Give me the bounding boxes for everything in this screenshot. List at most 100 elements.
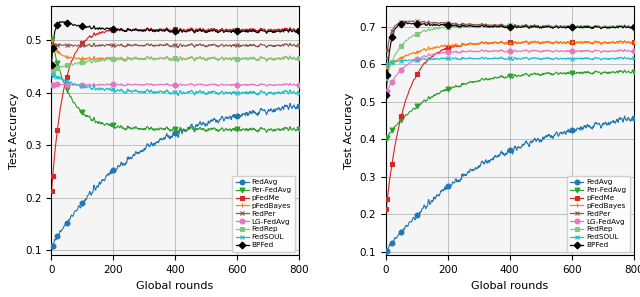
Per-FedAvg [447, 87, 455, 90]
FedPer [293, 44, 301, 47]
FedRep [81, 60, 89, 64]
pFedBayes [204, 56, 212, 59]
FedPer [84, 43, 92, 47]
FedPer [447, 22, 455, 26]
FedAvg [383, 250, 390, 254]
FedAvg [161, 138, 168, 141]
FedAvg [539, 135, 547, 139]
FedRep [495, 25, 502, 28]
Per-FedAvg [84, 114, 92, 118]
FedRep [628, 25, 636, 29]
Line: Per-FedAvg: Per-FedAvg [386, 70, 634, 139]
FedRep [161, 57, 168, 61]
FedAvg [628, 117, 636, 121]
Per-FedAvg [205, 127, 212, 131]
Per-FedAvg [295, 127, 303, 131]
pFedMe [495, 41, 502, 44]
Line: FedRep: FedRep [51, 56, 299, 72]
Y-axis label: Test Accuracy: Test Accuracy [344, 92, 354, 169]
Line: FedSOUL: FedSOUL [51, 74, 299, 96]
Line: pFedBayes: pFedBayes [386, 40, 634, 68]
Per-FedAvg [293, 128, 301, 131]
LG-FedAvg [630, 49, 637, 53]
Line: pFedMe: pFedMe [51, 28, 299, 195]
Line: pFedBayes: pFedBayes [51, 40, 299, 61]
X-axis label: Global rounds: Global rounds [471, 281, 548, 291]
FedPer [419, 20, 426, 23]
FedRep [113, 58, 121, 62]
Line: FedPer: FedPer [386, 21, 634, 60]
pFedBayes [539, 40, 547, 44]
pFedMe [418, 64, 426, 68]
Line: FedAvg: FedAvg [51, 103, 299, 248]
Line: LG-FedAvg: LG-FedAvg [386, 50, 634, 94]
Per-FedAvg [81, 113, 89, 116]
FedSOUL [47, 72, 55, 76]
FedRep [204, 56, 212, 59]
Per-FedAvg [415, 103, 423, 107]
LG-FedAvg [418, 55, 426, 59]
pFedMe [81, 40, 88, 43]
FedAvg [204, 119, 212, 123]
FedPer [630, 25, 637, 28]
Legend: FedAvg, Per-FedAvg, pFedMe, pFedBayes, FedPer, LG-FedAvg, FedRep, FedSOUL, BPFed: FedAvg, Per-FedAvg, pFedMe, pFedBayes, F… [567, 176, 630, 252]
BPFed [295, 29, 303, 33]
pFedBayes [383, 66, 390, 70]
Line: FedAvg: FedAvg [386, 116, 634, 252]
BPFed [401, 21, 409, 24]
Line: pFedMe: pFedMe [386, 41, 634, 212]
pFedBayes [621, 39, 628, 42]
pFedBayes [628, 41, 636, 44]
pFedMe [628, 41, 636, 45]
Line: Per-FedAvg: Per-FedAvg [51, 39, 299, 132]
Line: LG-FedAvg: LG-FedAvg [51, 83, 299, 86]
LG-FedAvg [293, 83, 301, 86]
FedRep [47, 70, 55, 73]
FedPer [90, 42, 98, 45]
FedPer [295, 43, 303, 47]
FedRep [539, 25, 547, 29]
FedAvg [293, 105, 301, 108]
Legend: FedAvg, Per-FedAvg, pFedMe, pFedBayes, FedPer, LG-FedAvg, FedRep, FedSOUL, BPFed: FedAvg, Per-FedAvg, pFedMe, pFedBayes, F… [232, 176, 296, 252]
FedRep [415, 31, 423, 35]
LG-FedAvg [628, 50, 636, 53]
FedSOUL [416, 58, 424, 61]
FedRep [293, 57, 301, 60]
LG-FedAvg [161, 83, 168, 87]
LG-FedAvg [90, 82, 98, 85]
pFedMe [84, 36, 92, 40]
Per-FedAvg [174, 131, 182, 134]
X-axis label: Global rounds: Global rounds [136, 281, 214, 291]
Line: BPFed: BPFed [51, 22, 299, 72]
BPFed [81, 25, 89, 29]
FedSOUL [262, 94, 270, 97]
FedPer [205, 43, 212, 47]
pFedMe [630, 40, 637, 44]
LG-FedAvg [113, 83, 121, 87]
FedRep [295, 57, 303, 60]
FedSOUL [419, 57, 426, 61]
pFedBayes [84, 56, 92, 60]
LG-FedAvg [621, 48, 628, 51]
BPFed [113, 28, 121, 32]
pFedBayes [416, 49, 424, 53]
FedSOUL [204, 90, 212, 93]
pFedBayes [495, 42, 502, 45]
FedPer [410, 19, 417, 23]
pFedMe [295, 28, 303, 31]
pFedBayes [113, 57, 120, 61]
FedPer [382, 59, 390, 62]
pFedMe [47, 193, 55, 197]
FedSOUL [81, 85, 89, 89]
FedRep [447, 26, 455, 29]
pFedMe [621, 39, 628, 43]
FedPer [628, 25, 636, 29]
Per-FedAvg [621, 68, 628, 72]
FedRep [286, 54, 294, 58]
FedSOUL [447, 57, 455, 61]
FedSOUL [84, 85, 92, 89]
FedPer [161, 44, 168, 48]
FedSOUL [621, 55, 628, 59]
pFedBayes [174, 59, 182, 63]
FedAvg [419, 207, 426, 211]
